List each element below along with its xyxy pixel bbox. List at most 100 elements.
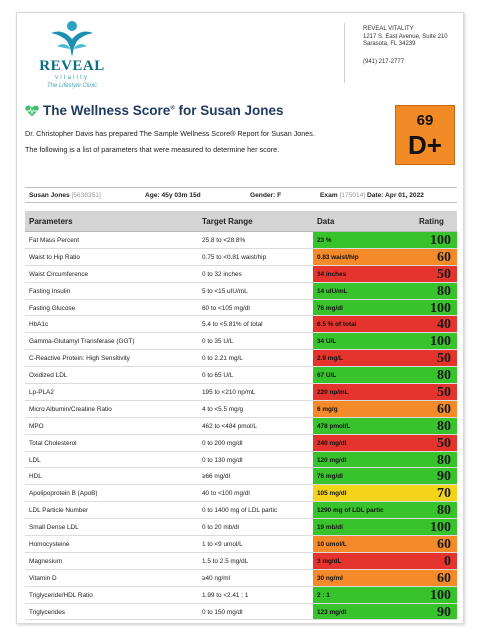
patient-name: Susan Jones bbox=[29, 192, 70, 199]
rating-value: 100 bbox=[430, 233, 451, 248]
data-value: 120 mg/dl bbox=[317, 456, 347, 464]
table-row: Vitamin D ≥40 ng/ml 30 ng/ml 60 bbox=[25, 569, 457, 587]
rating-value: 100 bbox=[430, 300, 451, 316]
target-range: 25.8 to <28.8% bbox=[202, 237, 246, 244]
table-row: Fat Mass Percent 25.8 to <28.8% 23 % 100 bbox=[25, 232, 457, 249]
data-value: 76 mg/dl bbox=[317, 473, 343, 481]
rating-value: 80 bbox=[437, 368, 451, 384]
rating-value: 80 bbox=[437, 452, 451, 468]
param-name: Triglyceride/HDL Ratio bbox=[29, 591, 93, 599]
clinic-logo: REVEAL vitality The Lifestyle Clinic bbox=[27, 19, 117, 95]
target-range: 0 to 20 mb/dl bbox=[202, 524, 239, 532]
logo-subtitle: vitality bbox=[54, 74, 90, 81]
data-cell: 76 mg/dl 100 bbox=[313, 299, 457, 316]
rating-value: 60 bbox=[437, 537, 451, 553]
exam-date: Date: Apr 01, 2022 bbox=[366, 192, 424, 199]
score-value: 69 bbox=[416, 112, 434, 129]
rating-value: 100 bbox=[430, 520, 451, 536]
data-value: 105 mg/dl bbox=[317, 490, 347, 498]
table-row: Gamma-Glutamyl Transferase (GGT) 0 to 35 … bbox=[25, 333, 457, 351]
table-row: Triglycerides 0 to 150 mg/dl 123 mg/dl 90 bbox=[25, 603, 457, 621]
patient-name-group: Susan Jones [5638351] bbox=[29, 188, 101, 203]
data-value: 6 mg/g bbox=[317, 405, 338, 413]
rating-value: 80 bbox=[437, 283, 451, 299]
data-value: 0.83 waist/hip bbox=[317, 253, 359, 261]
data-value: 34 U/L bbox=[317, 338, 337, 346]
clinic-address-line2: Sarasota, FL 34239 bbox=[363, 41, 416, 47]
rating-value: 90 bbox=[437, 469, 451, 485]
rating-value: 40 bbox=[437, 317, 451, 333]
clinic-phone: (941) 217-2777 bbox=[363, 58, 405, 65]
param-name: C-Reactive Protein: High Sensitivity bbox=[29, 355, 130, 363]
report-header: REVEAL vitality The Lifestyle Clinic REV… bbox=[17, 13, 463, 99]
logo-tagline: The Lifestyle Clinic bbox=[46, 83, 98, 89]
col-data: Data bbox=[317, 217, 335, 226]
data-cell: 23 % 100 bbox=[313, 232, 457, 248]
param-name: HDL bbox=[29, 473, 42, 481]
table-header: Parameters Target Range Data Rating bbox=[25, 211, 457, 232]
clinic-address: REVEAL VITALITY 1217 S. East Avenue, Sui… bbox=[363, 26, 448, 66]
rating-value: 50 bbox=[437, 351, 451, 367]
param-name: Small Dense LDL bbox=[29, 524, 79, 532]
patient-id: [5638351] bbox=[71, 192, 101, 199]
data-value: 478 pmol/L bbox=[317, 422, 351, 430]
col-rating: Rating bbox=[419, 217, 444, 226]
rating-value: 100 bbox=[430, 587, 451, 603]
param-name: Micro Albumin/Creatine Ratio bbox=[29, 405, 112, 413]
table-row: Homocysteine 1 to <9 umol/L 10 umol/L 60 bbox=[25, 536, 457, 553]
logo-name: REVEAL bbox=[39, 58, 105, 74]
param-name: Magnesium bbox=[29, 557, 63, 565]
target-range: ≥66 mg/dl bbox=[202, 473, 231, 481]
data-value: 3 mg/dL bbox=[317, 557, 342, 565]
rating-value: 50 bbox=[437, 385, 451, 401]
target-range: 1.5 to 2.5 mg/dL bbox=[202, 557, 249, 565]
param-name: MPO bbox=[29, 422, 44, 430]
data-cell: 220 np/mL 50 bbox=[313, 384, 457, 400]
rating-value: 50 bbox=[437, 266, 451, 282]
data-cell: 6 mg/g 60 bbox=[313, 400, 457, 417]
data-cell: 120 mg/dl 80 bbox=[313, 451, 457, 468]
param-name: Fasting Insulin bbox=[29, 287, 71, 295]
target-range: 0 to 2.21 mg/L bbox=[202, 355, 243, 363]
table-row: Lp-PLA2 195 to <210 np/mL 220 np/mL 50 bbox=[25, 384, 457, 401]
rating-value: 50 bbox=[437, 435, 451, 451]
intro-line1: Dr. Christopher Davis has prepared The S… bbox=[25, 129, 315, 138]
table-row: Triglyceride/HDL Ratio 1.99 to <2.41 : 1 2… bbox=[25, 586, 457, 604]
data-value: 2 : 1 bbox=[317, 591, 330, 599]
rating-value: 90 bbox=[437, 604, 451, 620]
table-row: Small Dense LDL 0 to 20 mb/dl 19 mb/dl 100 bbox=[25, 519, 457, 537]
param-name: LDL bbox=[29, 456, 41, 464]
data-cell: 240 mg/dl 50 bbox=[313, 434, 457, 451]
target-range: 0 to 35 U/L bbox=[202, 338, 234, 346]
rating-value: 80 bbox=[437, 503, 451, 519]
data-cell: 123 mg/dl 90 bbox=[313, 603, 457, 620]
data-cell: 2.9 mg/L 50 bbox=[313, 350, 457, 366]
exam-label: Exam bbox=[320, 192, 338, 199]
target-range: 4 to <5.5 mg/g bbox=[202, 405, 244, 413]
table-row: LDL Particle Number 0 to 1400 mg of LDL p… bbox=[25, 502, 457, 520]
report-title-row: The Wellness Score® for Susan Jones bbox=[25, 103, 284, 118]
target-range: 5.4 to <5.81% of total bbox=[202, 321, 263, 329]
data-cell: 76 mg/dl 90 bbox=[313, 468, 457, 484]
target-range: 462 to <484 pmol/L bbox=[202, 422, 257, 430]
param-name: Oxidized LDL bbox=[29, 372, 68, 380]
intro-line2: The following is a list of parameters th… bbox=[25, 145, 280, 154]
rating-value: 100 bbox=[430, 334, 451, 350]
table-row: Waist to Hip Ratio 0.75 to <0.81 waist/hi… bbox=[25, 248, 457, 266]
param-name: Apolipoprotein B (ApoB) bbox=[29, 490, 98, 498]
patient-age: Age: 45y 03m 15d bbox=[145, 192, 201, 199]
target-range: ≥40 ng/ml bbox=[202, 574, 231, 582]
param-name: Total Cholesterol bbox=[29, 439, 77, 447]
table-row: C-Reactive Protein: High Sensitivity 0 to… bbox=[25, 350, 457, 368]
score-grade: D+ bbox=[408, 130, 442, 160]
data-value: 2.9 mg/L bbox=[317, 355, 343, 363]
data-cell: 2 : 1 100 bbox=[313, 586, 457, 603]
exam-group: Exam [175014] Date: Apr 01, 2022 bbox=[320, 188, 424, 203]
data-cell: 6.5 % of total 40 bbox=[313, 316, 457, 332]
data-value: 67 U/L bbox=[317, 372, 337, 380]
table-row: Fasting Glucose 60 to <105 mg/dl 76 mg/dl 1… bbox=[25, 299, 457, 317]
target-range: 0 to 1400 mg of LDL partic bbox=[202, 507, 278, 515]
report-page: REVEAL vitality The Lifestyle Clinic REV… bbox=[16, 12, 464, 624]
table-body: Fat Mass Percent 25.8 to <28.8% 23 % 100 Wai… bbox=[25, 232, 457, 621]
param-name: Lp-PLA2 bbox=[29, 389, 54, 397]
